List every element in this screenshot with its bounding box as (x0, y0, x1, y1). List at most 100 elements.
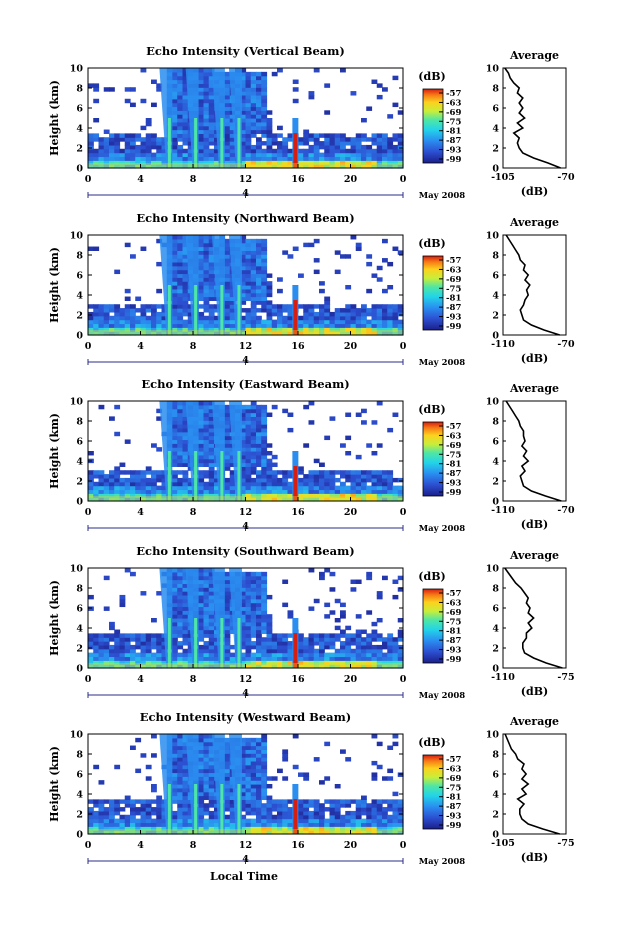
heatmap-cell (208, 818, 215, 824)
heatmap-cell (177, 427, 184, 433)
heatmap-cell (392, 315, 399, 321)
heatmap-cell (177, 583, 184, 588)
heatmap-cell (324, 137, 331, 142)
heatmap-cell (151, 319, 157, 325)
heatmap-cell (93, 148, 100, 154)
heatmap-cell (350, 481, 357, 487)
heatmap-cell (208, 94, 215, 100)
echo-band-core (194, 285, 198, 335)
heatmap-cell (103, 664, 110, 669)
heatmap-cell (245, 795, 252, 800)
heatmap-cell (340, 648, 346, 654)
heatmap-cell (103, 137, 110, 142)
heatmap-cell (256, 610, 262, 615)
heatmap-cell (266, 110, 273, 115)
heatmap-cell (350, 497, 357, 502)
heatmap-cell (214, 331, 220, 336)
heatmap-cell (334, 598, 341, 604)
heatmap-cell (172, 296, 178, 301)
colorbar-tick-label: -75 (446, 450, 461, 460)
echo-spike-core (293, 633, 298, 668)
heatmap-cell (98, 327, 105, 332)
heatmap-cell (382, 87, 388, 92)
heatmap-cell (182, 91, 189, 96)
heatmap-cell (177, 791, 184, 797)
heatmap-cell (240, 462, 247, 467)
heatmap-cell (224, 300, 231, 305)
heatmap-cell (198, 497, 205, 502)
heatmap-cell (287, 152, 294, 158)
heatmap-cell (224, 493, 231, 498)
heatmap-field (88, 734, 404, 835)
heatmap-cell (240, 826, 247, 831)
heatmap-cell (261, 485, 268, 491)
y-tick-label: 0 (76, 830, 83, 841)
heatmap-cell (334, 152, 341, 158)
heatmap-cell (229, 160, 236, 165)
heatmap-cell (187, 331, 194, 336)
heatmap-cell (250, 772, 257, 777)
colorbar (422, 421, 444, 497)
heatmap-cell (198, 826, 205, 831)
heatmap-cell (240, 784, 247, 789)
heatmap-cell (308, 830, 315, 835)
heatmap-cell (98, 304, 105, 309)
heatmap-cell (361, 311, 367, 317)
heatmap-cell (240, 598, 247, 604)
heatmap-cell (140, 664, 147, 669)
heatmap-cell (109, 141, 115, 146)
heatmap-cell (250, 164, 257, 169)
colorbar-tick-label: -75 (446, 117, 461, 127)
heatmap-cell (198, 250, 205, 255)
heatmap-cell (208, 583, 215, 588)
heatmap-cell (303, 822, 310, 827)
heatmap-cell (298, 660, 304, 665)
heatmap-cell (340, 610, 346, 615)
heatmap-cell (308, 814, 315, 820)
heatmap-cell (313, 656, 320, 661)
heatmap-cell (382, 637, 388, 642)
heatmap-cell (135, 493, 142, 498)
heatmap-cell (245, 431, 252, 437)
heatmap-cell (208, 141, 215, 146)
heatmap-cell (172, 776, 178, 781)
heatmap-cell (208, 439, 215, 444)
heatmap-cell (88, 818, 94, 824)
heatmap-cell (340, 493, 346, 498)
heatmap-cell (140, 641, 147, 646)
heatmap-cell (208, 606, 215, 611)
heatmap-cell (271, 776, 278, 781)
heatmap-cell (245, 784, 252, 789)
heatmap-cell (256, 454, 262, 460)
heatmap-cell (240, 470, 247, 475)
heatmap-cell (334, 137, 341, 142)
heatmap-cell (361, 656, 367, 661)
heatmap-cell (256, 489, 262, 494)
heatmap-cell (287, 315, 294, 321)
heatmap-cell (161, 481, 168, 487)
heatmap-cell (392, 493, 399, 498)
profile-frame (502, 733, 567, 835)
heatmap-cell (203, 594, 210, 600)
profile-y-tick-label: 6 (492, 437, 499, 448)
heatmap-cell (103, 87, 110, 92)
heatmap-cell (266, 137, 273, 142)
heatmap-cell (345, 810, 352, 816)
heatmap-cell (98, 308, 105, 313)
heatmap-cell (224, 826, 231, 831)
heatmap-cell (277, 156, 283, 161)
heatmap-cell (366, 443, 373, 448)
heatmap-cell (277, 288, 283, 294)
heatmap-cell (203, 772, 210, 777)
heatmap-cell (198, 485, 205, 491)
heatmap-cell (324, 656, 331, 661)
heatmap-cell (229, 315, 236, 321)
heatmap-cell (182, 68, 189, 73)
heatmap-cell (93, 818, 100, 824)
heatmap-cell (198, 102, 205, 108)
heatmap-cell (198, 246, 205, 251)
heatmap-cell (114, 826, 121, 831)
heatmap-cell (313, 327, 320, 332)
heatmap-cell (208, 493, 215, 498)
heatmap-cell (109, 822, 115, 827)
